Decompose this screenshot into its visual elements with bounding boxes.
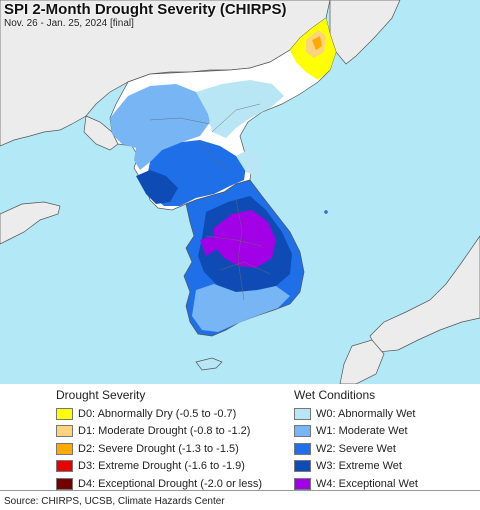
swatch-w3 xyxy=(294,460,311,473)
source-credit: Source: CHIRPS, UCSB, Climate Hazards Ce… xyxy=(0,490,480,510)
nk-d2-tip xyxy=(312,36,322,50)
legend-label-d4: D4: Exceptional Drought (-2.0 or less) xyxy=(78,477,263,490)
swatch-d1 xyxy=(56,425,73,438)
drought-map: SPI 2-Month Drought Severity (CHIRPS) No… xyxy=(0,0,480,384)
swatch-w2 xyxy=(294,442,311,455)
map-canvas xyxy=(0,0,480,384)
swatch-w0 xyxy=(294,407,311,420)
drought-legend-list: D0: Abnormally Dry (-0.5 to -0.7) D1: Mo… xyxy=(56,405,262,493)
wet-legend-heading: Wet Conditions xyxy=(294,388,376,402)
sk-w1-south xyxy=(192,284,290,332)
map-title: SPI 2-Month Drought Severity (CHIRPS) xyxy=(4,1,287,18)
legend-item-d1: D1: Moderate Drought (-0.8 to -1.2) xyxy=(56,423,262,441)
sk-w4 xyxy=(214,210,276,268)
map-subtitle: Nov. 26 - Jan. 25, 2024 [final] xyxy=(4,18,134,29)
legend-label-w1: W1: Moderate Wet xyxy=(316,425,408,438)
nk-w0-east xyxy=(236,148,262,176)
legend-item-w1: W1: Moderate Wet xyxy=(294,423,418,441)
wet-legend-list: W0: Abnormally Wet W1: Moderate Wet W2: … xyxy=(294,405,418,493)
sk-w4-patch xyxy=(200,236,216,256)
swatch-d4 xyxy=(56,477,73,490)
legend-item-w2: W2: Severe Wet xyxy=(294,440,418,458)
legend-item-d4: D4: Exceptional Drought (-2.0 or less) xyxy=(56,475,262,493)
legend-label-d3: D3: Extreme Drought (-1.6 to -1.9) xyxy=(78,460,245,473)
legend-label-d0: D0: Abnormally Dry (-0.5 to -0.7) xyxy=(78,407,237,420)
legend-item-w0: W0: Abnormally Wet xyxy=(294,405,418,423)
kyushu-land xyxy=(339,339,385,384)
ulleung-island xyxy=(324,210,328,214)
swatch-w4 xyxy=(294,477,311,490)
liaodong-land xyxy=(83,115,119,151)
legend-item-d0: D0: Abnormally Dry (-0.5 to -0.7) xyxy=(56,405,262,423)
legend-item-d3: D3: Extreme Drought (-1.6 to -1.9) xyxy=(56,458,262,476)
nk-w1-west xyxy=(110,84,210,170)
legend-label-w3: W3: Extreme Wet xyxy=(316,460,402,473)
swatch-w1 xyxy=(294,425,311,438)
shandong-land xyxy=(0,201,61,245)
legend-label-d2: D2: Severe Drought (-1.3 to -1.5) xyxy=(78,442,239,455)
legend-label-w4: W4: Exceptional Wet xyxy=(316,477,418,490)
legend-label-w0: W0: Abnormally Wet xyxy=(316,407,416,420)
legend: Drought Severity D0: Abnormally Dry (-0.… xyxy=(0,384,480,490)
province-borders xyxy=(149,103,271,301)
legend-item-w3: W3: Extreme Wet xyxy=(294,458,418,476)
swatch-d2 xyxy=(56,442,73,455)
nk-w3-coast xyxy=(136,170,178,204)
legend-item-d2: D2: Severe Drought (-1.3 to -1.5) xyxy=(56,440,262,458)
swatch-d0 xyxy=(56,407,73,420)
legend-item-w4: W4: Exceptional Wet xyxy=(294,475,418,493)
drought-legend-heading: Drought Severity xyxy=(56,388,146,402)
legend-label-w2: W2: Severe Wet xyxy=(316,442,396,455)
swatch-d3 xyxy=(56,460,73,473)
jeju-island xyxy=(195,357,223,371)
legend-label-d1: D1: Moderate Drought (-0.8 to -1.2) xyxy=(78,425,251,438)
